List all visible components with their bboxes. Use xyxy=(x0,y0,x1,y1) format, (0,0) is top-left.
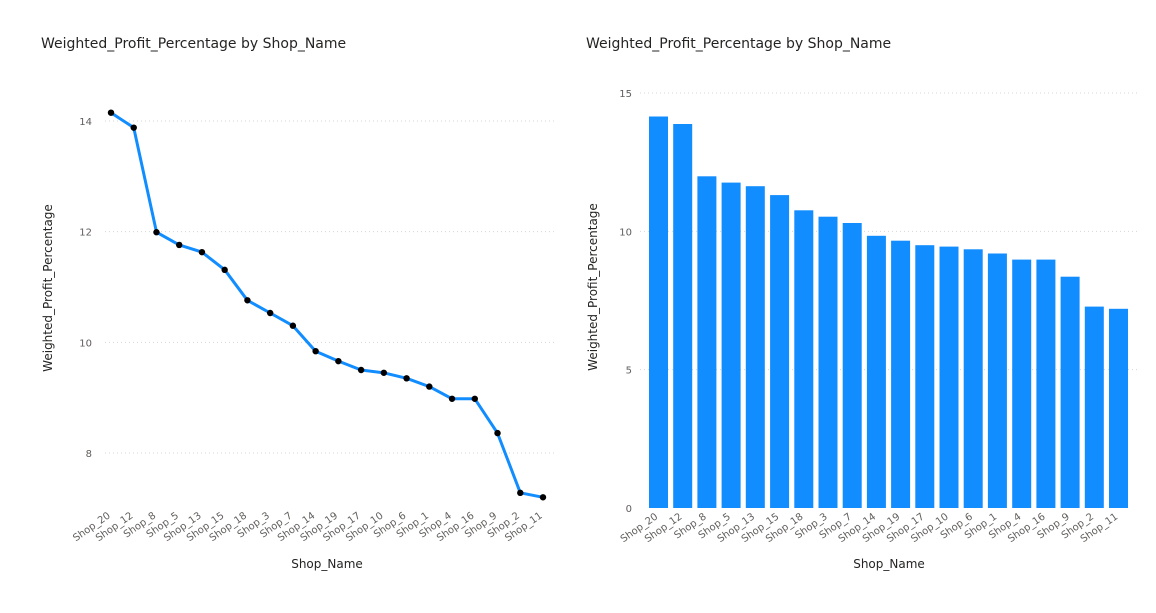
y-tick-label: 10 xyxy=(619,227,632,238)
bar xyxy=(673,124,693,508)
data-point xyxy=(289,322,297,329)
line-chart-plot: 8101214Shop_20Shop_12Shop_8Shop_5Shop_13… xyxy=(41,109,556,571)
bar-chart-panel: Weighted_Profit_Percentage by Shop_Name … xyxy=(578,0,1156,613)
data-point xyxy=(221,266,228,274)
y-tick-label: 8 xyxy=(86,449,92,460)
bar xyxy=(963,249,983,509)
y-tick-label: 12 xyxy=(79,228,92,239)
data-point xyxy=(153,229,160,236)
data-point xyxy=(539,494,547,501)
y-axis-title: Weighted_Profit_Percentage xyxy=(41,204,55,372)
line-chart-title: Weighted_Profit_Percentage by Shop_Name xyxy=(41,36,347,52)
data-point xyxy=(244,297,251,304)
bar xyxy=(1036,259,1056,508)
bar xyxy=(1109,308,1128,508)
bar xyxy=(721,182,741,508)
bar xyxy=(1084,306,1104,508)
bar xyxy=(770,195,790,508)
data-point xyxy=(107,109,115,116)
bar-chart-title: Weighted_Profit_Percentage by Shop_Name xyxy=(586,36,892,52)
line-chart-panel: Weighted_Profit_Percentage by Shop_Name … xyxy=(41,36,556,571)
data-point xyxy=(517,489,524,497)
y-tick-label: 15 xyxy=(619,89,632,100)
series-line xyxy=(109,111,545,499)
data-point xyxy=(403,375,410,382)
bar xyxy=(745,186,765,508)
bar xyxy=(649,116,668,508)
data-point xyxy=(448,395,456,402)
bar xyxy=(697,176,717,509)
data-point xyxy=(380,369,388,376)
data-point xyxy=(426,383,433,390)
bar xyxy=(842,223,862,508)
bar xyxy=(818,216,838,508)
bar xyxy=(794,210,814,509)
data-point xyxy=(176,241,183,249)
data-point xyxy=(198,248,206,256)
y-tick-label: 14 xyxy=(79,117,92,128)
y-axis-title: Weighted_Profit_Percentage xyxy=(586,203,600,371)
data-point xyxy=(335,357,342,365)
bar xyxy=(1012,259,1032,508)
data-point xyxy=(266,309,274,317)
bar-chart-plot: 051015Shop_20Shop_12Shop_8Shop_5Shop_13S… xyxy=(586,89,1140,571)
y-tick-label: 10 xyxy=(79,338,92,349)
bar xyxy=(915,245,935,508)
bar xyxy=(939,246,959,508)
y-tick-label: 0 xyxy=(626,504,632,515)
bar xyxy=(987,253,1007,508)
data-point xyxy=(357,366,365,374)
bar xyxy=(891,240,911,508)
y-tick-label: 5 xyxy=(626,366,632,377)
data-point xyxy=(494,429,501,437)
bar xyxy=(1060,276,1080,508)
data-point xyxy=(312,347,319,355)
x-axis-title: Shop_Name xyxy=(291,557,363,571)
data-point xyxy=(130,124,137,131)
x-axis-title: Shop_Name xyxy=(853,557,925,571)
data-point xyxy=(471,395,478,402)
bar xyxy=(866,235,886,509)
